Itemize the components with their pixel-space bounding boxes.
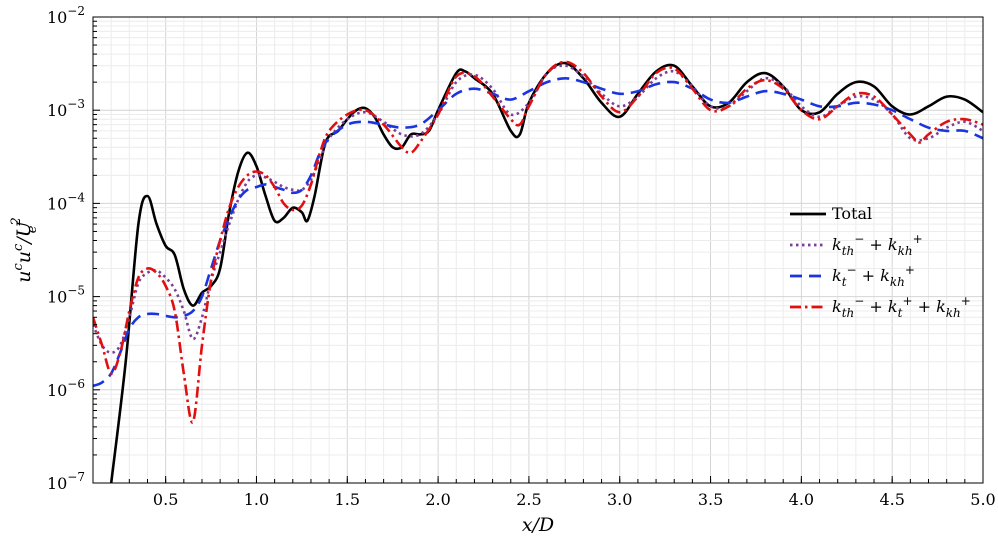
legend: Total kth− + kkh+ kt− + kkh+ kth− + kt+ + k… (790, 204, 971, 320)
y-tick-label: 10−2 (47, 4, 85, 27)
x-tick-label: 5.0 (970, 490, 995, 509)
y-tick-label: 10−4 (47, 190, 85, 213)
y-tick-label: 10−7 (47, 470, 85, 493)
y-tick-label: 10−5 (47, 284, 85, 307)
ticks: 0.5 1.0 1.5 2.0 2.5 3.0 3.5 4.0 4.5 5.0 10−7 10−6 10… (47, 4, 996, 509)
x-tick-label: 2.0 (425, 490, 450, 509)
x-tick-label: 3.0 (607, 490, 632, 509)
legend-label-1: Total (832, 204, 872, 223)
x-tick-label: 0.5 (153, 490, 178, 509)
legend-label-4: kth− + kt+ + kkh+ (832, 294, 971, 320)
x-tick-label: 4.5 (879, 490, 904, 509)
y-tick-label: 10−6 (47, 377, 85, 400)
y-tick-label: 10−3 (47, 97, 85, 120)
x-tick-label: 1.0 (244, 490, 269, 509)
plot-frame (92, 16, 984, 484)
series-line-3 (93, 77, 983, 388)
legend-label-2: kth− + kkh+ (832, 232, 923, 258)
x-tick-label: 2.5 (516, 490, 541, 509)
y-axis-label: ucuc/Ue2 (9, 217, 40, 282)
legend-label-3: kt− + kkh+ (832, 263, 915, 289)
series-layer (93, 60, 983, 483)
series-line-4 (93, 60, 983, 424)
x-tick-label: 4.0 (789, 490, 814, 509)
x-tick-label: 3.5 (698, 490, 723, 509)
x-axis-label: x/D (522, 514, 554, 536)
series-line-2 (93, 64, 983, 354)
x-tick-label: 1.5 (335, 490, 360, 509)
grid (92, 17, 984, 484)
